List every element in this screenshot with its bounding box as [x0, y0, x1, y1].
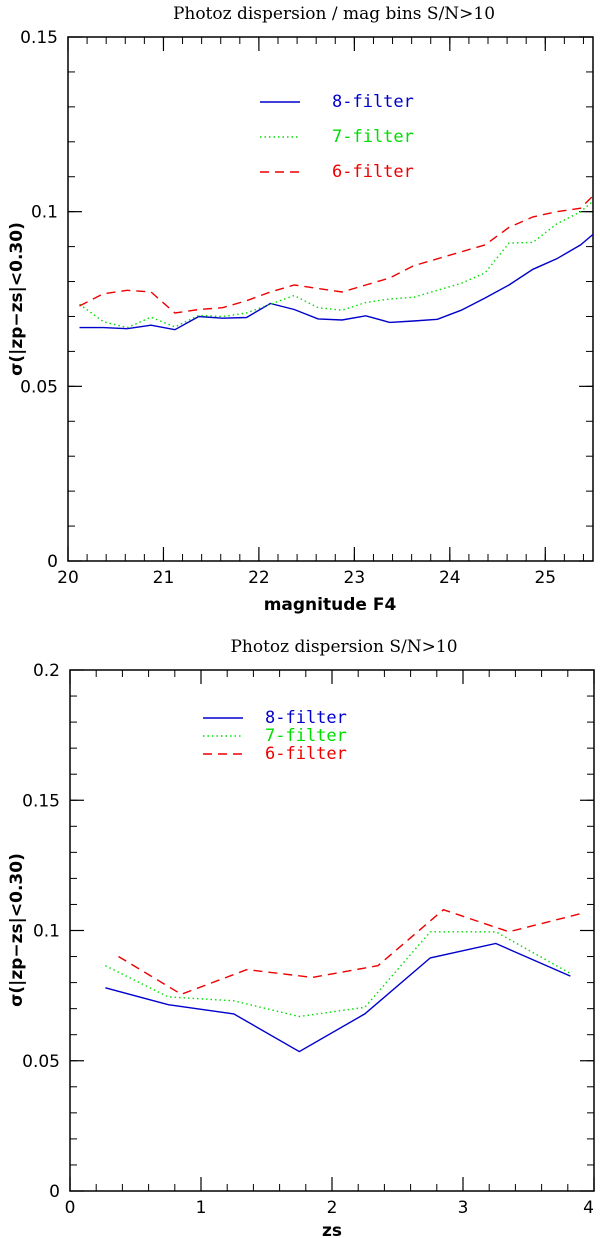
- y-tick-label: 0.15: [20, 28, 58, 48]
- series-line-7-filter: [79, 200, 594, 329]
- y-tick-label: 0: [47, 552, 58, 572]
- axis-ticks: 20 21 22 23 24 25 0 0.05 0.1 0.15: [20, 28, 593, 588]
- x-tick-label: 4: [583, 1198, 594, 1218]
- legend: 8-filter 7-filter 6-filter: [260, 92, 414, 182]
- legend-label-6-filter: 6-filter: [332, 162, 414, 182]
- x-tick-label: 25: [534, 568, 556, 588]
- legend-label-7-filter: 7-filter: [265, 726, 347, 746]
- x-tick-label: 1: [196, 1198, 207, 1218]
- y-tick-label: 0.15: [22, 791, 60, 811]
- series-line-6-filter: [118, 908, 582, 996]
- legend-label-8-filter: 8-filter: [265, 708, 347, 728]
- x-tick-label: 22: [248, 568, 270, 588]
- plot-frame: [67, 36, 594, 562]
- chart-zs: Photoz dispersion S/N>10 0 1 2 3 4 0 0.05 0.1 0.…: [7, 637, 595, 1238]
- y-axis-label: σ(|zp−zs|<0.30): [7, 222, 27, 376]
- chart-mag-bins: Photoz dispersion / mag bins S/N>10 20 21…: [7, 4, 594, 615]
- x-axis-label: magnitude F4: [264, 595, 397, 615]
- y-tick-label: 0.1: [33, 922, 60, 942]
- series-line-8-filter: [105, 942, 571, 1053]
- series-group: [79, 195, 594, 331]
- legend-label-7-filter: 7-filter: [332, 127, 414, 147]
- series-line-7-filter: [105, 931, 571, 1018]
- legend-label-6-filter: 6-filter: [265, 744, 347, 764]
- x-tick-label: 3: [458, 1198, 469, 1218]
- x-tick-label: 23: [344, 568, 366, 588]
- chart-title: Photoz dispersion S/N>10: [230, 637, 457, 657]
- chart-title: Photoz dispersion / mag bins S/N>10: [173, 4, 495, 24]
- y-axis-label: σ(|zp−zs|<0.30): [7, 853, 27, 1007]
- axis-ticks: 0 1 2 3 4 0 0.05 0.1 0.15 0.2: [22, 661, 595, 1218]
- legend-label-8-filter: 8-filter: [332, 92, 414, 112]
- x-axis-label: zs: [322, 1221, 342, 1238]
- y-tick-label: 0.05: [20, 377, 58, 397]
- x-tick-label: 0: [65, 1198, 76, 1218]
- series-line-6-filter: [79, 195, 594, 314]
- y-tick-label: 0: [49, 1182, 60, 1202]
- y-tick-label: 0.05: [22, 1052, 60, 1072]
- series-line-8-filter: [79, 233, 594, 331]
- y-tick-label: 0.1: [31, 203, 58, 223]
- x-tick-label: 20: [57, 568, 79, 588]
- x-tick-label: 21: [153, 568, 175, 588]
- x-tick-label: 2: [327, 1198, 338, 1218]
- x-tick-label: 24: [439, 568, 461, 588]
- y-tick-label: 0.2: [33, 661, 60, 681]
- series-group: [105, 908, 582, 1053]
